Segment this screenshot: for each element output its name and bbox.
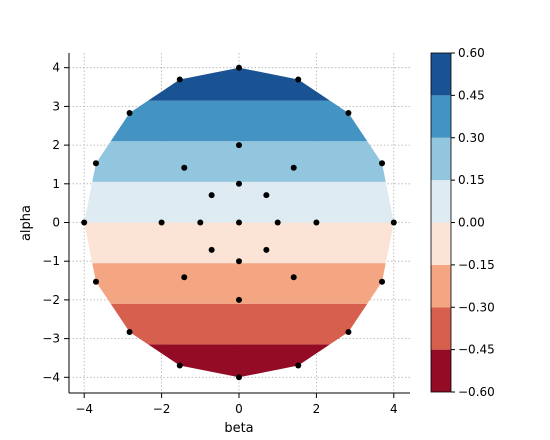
colorbar-segment [431, 307, 451, 350]
colorbar-tick-label: −0.60 [458, 385, 495, 399]
data-point [81, 219, 88, 226]
y-tick-label: 4 [52, 61, 60, 75]
data-point [295, 362, 302, 369]
data-point [158, 219, 165, 226]
colorbar-segment [431, 53, 451, 96]
y-axis-label: alpha [19, 205, 34, 241]
x-tick-label: 2 [313, 402, 321, 416]
y-tick-label: −2 [42, 293, 60, 307]
data-point [263, 246, 270, 253]
data-point [236, 180, 242, 187]
colorbar-segment [431, 180, 451, 223]
contour-band [84, 181, 394, 223]
contour-band [84, 222, 394, 264]
colorbar-tick-label: 0.45 [458, 88, 485, 102]
colorbar-tick-label: 0.60 [458, 46, 485, 60]
data-point [290, 164, 297, 171]
data-point [313, 219, 320, 226]
data-point [274, 219, 281, 226]
colorbar-segment [431, 137, 451, 181]
y-tick-label: 0 [52, 216, 60, 230]
contour-band [84, 344, 394, 378]
x-tick-label: −4 [75, 402, 93, 416]
data-point [290, 274, 297, 281]
data-point [236, 64, 242, 71]
colorbar-segment [431, 95, 451, 138]
y-tick-label: −3 [42, 332, 60, 346]
contour-band [84, 67, 394, 101]
x-ticks: −4 −2 0 2 4 [75, 393, 398, 416]
data-point [263, 192, 270, 199]
data-point [126, 328, 133, 335]
data-point [236, 142, 242, 149]
y-tick-label: −4 [42, 370, 60, 384]
data-point [208, 192, 215, 199]
y-tick-label: −1 [42, 254, 60, 268]
colorbar-segment [431, 349, 451, 392]
colorbar-tick-label: −0.45 [458, 343, 495, 357]
data-point [345, 110, 352, 117]
colorbar-tick-label: 0.00 [458, 216, 485, 230]
colorbar: 0.60 0.45 0.30 0.15 0.00 −0.15 −0.30 −0.45 −0.60 [430, 46, 495, 399]
data-point [176, 76, 183, 83]
colorbar-tick-label: 0.15 [458, 173, 485, 187]
data-point [295, 76, 302, 83]
colorbar-tick-label: −0.30 [458, 300, 495, 314]
data-point [197, 219, 204, 226]
x-tick-label: −2 [153, 402, 171, 416]
y-tick-label: 3 [52, 99, 60, 113]
colorbar-segment [431, 264, 451, 308]
y-tick-label: 2 [52, 138, 60, 152]
colorbar-tick-label: −0.15 [458, 258, 495, 272]
x-tick-label: 0 [235, 402, 243, 416]
data-point [236, 374, 242, 381]
data-point [181, 274, 188, 281]
data-point [379, 278, 386, 285]
data-point [92, 278, 99, 285]
data-point [92, 160, 99, 167]
data-point [236, 296, 242, 303]
x-axis-label: beta [224, 421, 253, 436]
data-point [181, 164, 188, 171]
data-point [390, 219, 397, 226]
data-point [208, 246, 215, 253]
data-point [176, 362, 183, 369]
x-tick-label: 4 [390, 402, 398, 416]
colorbar-segment [431, 222, 451, 265]
y-ticks: −4 −3 −2 −1 0 1 2 3 4 [42, 61, 69, 384]
data-point [379, 160, 386, 167]
sample-points [81, 64, 397, 381]
data-point [126, 110, 133, 117]
colorbar-tick-label: 0.30 [458, 131, 485, 145]
data-point [236, 258, 242, 265]
data-point [345, 328, 352, 335]
data-point [236, 219, 242, 226]
y-tick-label: 1 [52, 177, 60, 191]
